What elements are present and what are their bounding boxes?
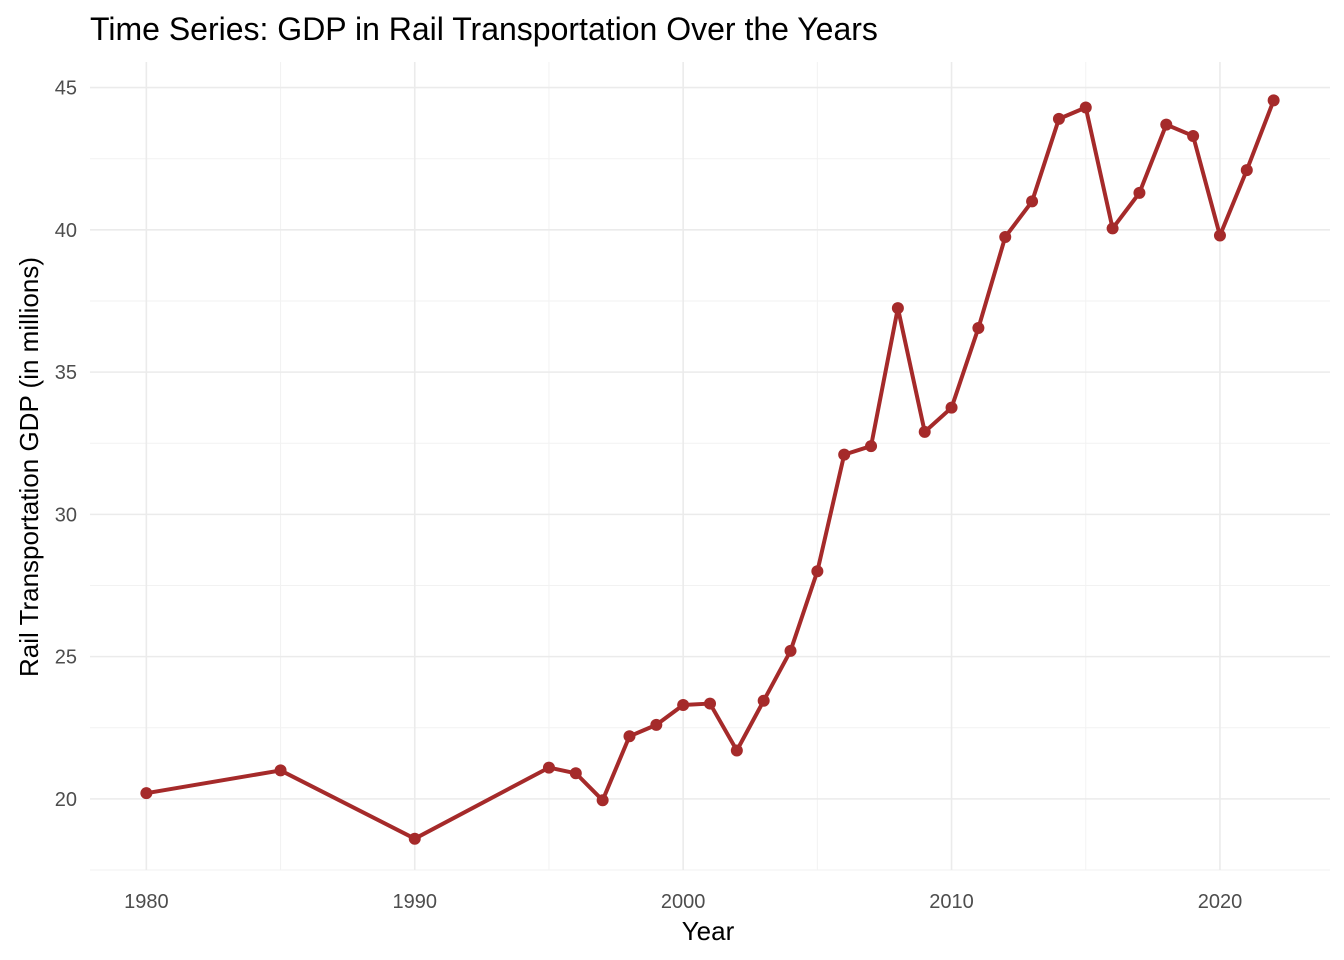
- x-tick-label: 2010: [929, 891, 974, 913]
- y-tick-label: 45: [55, 78, 77, 100]
- x-tick-label: 2020: [1198, 891, 1243, 913]
- series-group: [140, 94, 1280, 845]
- x-axis: 1980 1990 2000 2010 2020: [124, 891, 1242, 913]
- data-point: [730, 744, 743, 757]
- x-tick-label: 2000: [661, 891, 706, 913]
- y-axis-title: Rail Transportation GDP (in millions): [14, 257, 44, 677]
- chart-title: Time Series: GDP in Rail Transportation …: [90, 11, 878, 47]
- data-point: [569, 767, 582, 780]
- grid: [90, 62, 1330, 871]
- data-point: [596, 794, 609, 807]
- x-tick-label: 1980: [124, 891, 169, 913]
- data-point: [542, 761, 555, 774]
- data-point: [677, 698, 690, 711]
- data-point: [811, 565, 824, 578]
- y-tick-label: 30: [55, 504, 77, 526]
- data-point: [1106, 222, 1119, 235]
- data-point: [1267, 94, 1280, 107]
- data-point: [891, 302, 904, 315]
- data-point: [918, 425, 931, 438]
- y-tick-label: 20: [55, 789, 77, 811]
- data-point: [1079, 101, 1092, 114]
- y-tick-label: 40: [55, 220, 77, 242]
- data-point: [408, 832, 421, 845]
- y-tick-label: 35: [55, 362, 77, 384]
- data-point: [1052, 112, 1065, 125]
- y-tick-label: 25: [55, 647, 77, 669]
- data-point: [1133, 186, 1146, 199]
- data-point: [1160, 118, 1173, 131]
- data-point: [140, 787, 153, 800]
- data-point: [838, 448, 851, 461]
- data-point: [757, 694, 770, 707]
- data-point: [704, 697, 716, 710]
- data-point: [999, 230, 1012, 243]
- data-point: [1213, 229, 1226, 242]
- data-point: [945, 401, 958, 414]
- data-point: [623, 730, 636, 743]
- data-point: [274, 764, 287, 777]
- x-axis-title: Year: [682, 916, 735, 946]
- data-point: [1240, 164, 1253, 177]
- x-tick-label: 1990: [393, 891, 438, 913]
- data-point: [865, 440, 878, 453]
- y-axis: 20 25 30 35 40 45: [55, 78, 77, 811]
- data-point: [972, 322, 985, 335]
- data-point: [784, 644, 797, 657]
- data-point: [1026, 195, 1039, 208]
- data-point: [650, 718, 663, 731]
- data-point: [1187, 129, 1200, 142]
